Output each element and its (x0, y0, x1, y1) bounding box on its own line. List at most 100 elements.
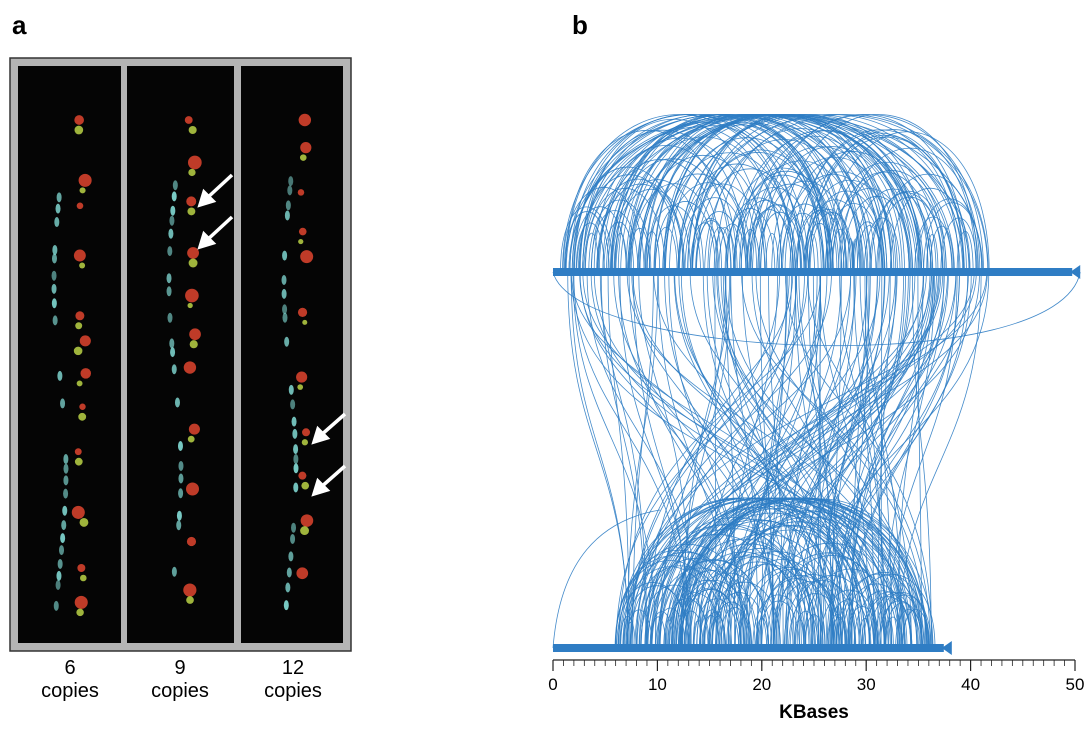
green-signal (297, 384, 303, 390)
red-signal (298, 189, 305, 196)
green-signal (189, 126, 197, 134)
dna-fiber (292, 417, 297, 427)
dna-fiber (52, 245, 57, 255)
dna-fiber (63, 475, 68, 485)
red-signal (187, 537, 196, 546)
contig-end (942, 641, 952, 655)
dna-fiber (60, 533, 65, 543)
dna-fiber (282, 313, 287, 323)
dna-fiber (287, 185, 292, 195)
red-signal (77, 202, 84, 209)
green-signal (188, 169, 195, 176)
dna-fiber (285, 210, 290, 220)
dna-fiber (286, 200, 291, 210)
x-tick-label: 30 (857, 675, 876, 694)
dna-fiber (172, 567, 177, 577)
dna-fiber (175, 397, 180, 407)
green-signal (189, 259, 198, 268)
green-signal (78, 413, 86, 421)
dna-fiber (52, 284, 57, 294)
dna-fiber (282, 304, 287, 314)
red-signal (75, 311, 84, 320)
copy-unit: copies (264, 680, 322, 702)
dna-fiber (60, 398, 65, 408)
dna-fiber (282, 289, 287, 299)
green-signal (190, 340, 198, 348)
green-signal (188, 436, 195, 443)
dna-fiber (293, 463, 298, 473)
green-signal (74, 347, 83, 356)
red-signal (185, 289, 199, 303)
x-tick-label: 10 (648, 675, 667, 694)
dna-fiber (56, 204, 61, 214)
green-signal (80, 518, 89, 527)
copy-unit: copies (151, 680, 209, 702)
dna-fiber (172, 191, 177, 201)
red-signal (75, 596, 88, 609)
x-tick-label: 0 (548, 675, 557, 694)
dna-fiber (293, 444, 298, 454)
red-signal (186, 196, 196, 206)
dna-fiber (52, 271, 57, 281)
dna-fiber (56, 571, 61, 581)
red-signal (79, 404, 85, 410)
red-signal (183, 583, 196, 596)
contig-end (1070, 265, 1080, 279)
dna-fiber (170, 347, 175, 357)
red-signal (300, 250, 313, 263)
red-signal (187, 247, 199, 259)
green-signal (80, 575, 87, 582)
dna-fiber (172, 364, 177, 374)
dna-fiber (167, 313, 172, 323)
green-signal (302, 320, 307, 325)
dna-fiber (53, 315, 58, 325)
dna-fiber (178, 441, 183, 451)
dna-fiber (292, 429, 297, 439)
panel-label: b (572, 10, 588, 40)
red-signal (296, 372, 307, 383)
red-signal (79, 174, 92, 187)
red-signal (298, 472, 306, 480)
red-signal (296, 567, 308, 579)
dna-fiber (52, 298, 57, 308)
lane-image (127, 66, 234, 643)
dna-fiber (56, 580, 61, 590)
copy-count: 6 (64, 657, 75, 679)
dna-fiber (288, 176, 293, 186)
red-signal (80, 368, 91, 379)
dna-fiber (58, 559, 63, 569)
red-signal (300, 142, 311, 153)
green-signal (298, 239, 303, 244)
green-signal (302, 439, 308, 445)
red-signal (299, 114, 311, 126)
dna-fiber (293, 454, 298, 464)
copy-count: 9 (174, 657, 185, 679)
dna-fiber (62, 506, 67, 516)
red-signal (77, 564, 85, 572)
dna-fiber (168, 229, 173, 239)
green-signal (300, 526, 309, 535)
green-signal (80, 187, 86, 193)
dna-fiber (52, 253, 57, 263)
dna-fiber (293, 482, 298, 492)
x-tick-label: 50 (1066, 675, 1085, 694)
contig-bar (553, 268, 1072, 276)
dna-fiber (167, 246, 172, 256)
green-signal (301, 482, 309, 490)
dna-fiber (63, 454, 68, 464)
dna-fiber (177, 511, 182, 521)
alignment-arc (600, 272, 647, 648)
red-signal (185, 116, 193, 124)
dna-fiber (178, 474, 183, 484)
dna-fiber (173, 180, 178, 190)
red-signal (299, 228, 307, 236)
green-signal (187, 303, 192, 308)
dna-fiber (63, 489, 68, 499)
red-signal (74, 250, 86, 262)
dna-fiber (169, 338, 174, 348)
lane-image (18, 66, 121, 643)
green-signal (300, 154, 307, 161)
